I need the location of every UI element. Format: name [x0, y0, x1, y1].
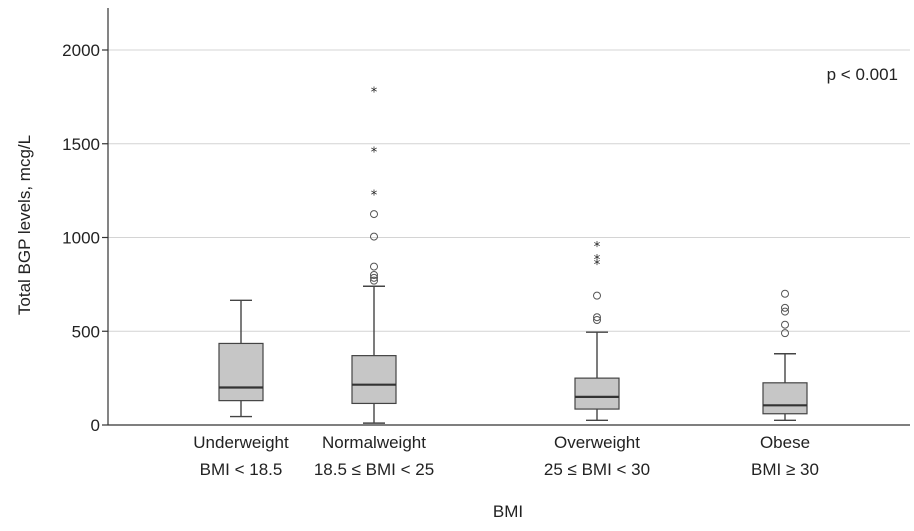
outlier-circle	[593, 291, 601, 300]
y-tick-label: 1000	[62, 229, 100, 248]
box-group: ***	[574, 240, 620, 422]
outlier-circle	[781, 307, 789, 316]
iqr-box	[218, 342, 264, 402]
iqr-box	[762, 382, 808, 415]
outlier-circle	[370, 271, 378, 279]
gridlines	[108, 49, 910, 332]
outlier-circle	[370, 210, 378, 219]
y-tick-label: 1500	[62, 135, 100, 154]
outlier-circle	[593, 316, 601, 324]
x-axis-title: BMI	[493, 502, 523, 521]
x-category-label-line2: 18.5 ≤ BMI < 25	[314, 460, 434, 479]
x-category-label-line1: Underweight	[193, 433, 289, 452]
outlier-star: *	[594, 253, 601, 268]
outlier-circle	[781, 289, 789, 298]
outlier-star: *	[371, 145, 378, 160]
iqr-box	[351, 355, 397, 405]
outlier-star: *	[371, 188, 378, 203]
outlier-star: *	[371, 85, 378, 100]
box-group: * * *	[351, 85, 397, 424]
x-category-label-line1: Overweight	[554, 433, 640, 452]
y-tick-label: 2000	[62, 41, 100, 60]
x-axis-category-labels: Underweight BMI < 18.5 Normalweight 18.5 ≤ …	[193, 433, 819, 479]
outlier-circle	[781, 329, 789, 338]
y-tick-label: 500	[72, 322, 100, 341]
outlier-circle	[370, 276, 378, 285]
outlier-circle	[593, 313, 601, 322]
box-series: ******	[218, 85, 808, 424]
box-group	[218, 299, 264, 418]
outlier-circle	[370, 273, 378, 282]
outlier-star: *	[594, 240, 601, 255]
y-axis-ticks: 0 500 1000 1500 2000	[62, 41, 108, 435]
x-category-label-line2: 25 ≤ BMI < 30	[544, 460, 650, 479]
x-category-label-line1: Normalweight	[322, 433, 426, 452]
outlier-circle	[781, 303, 789, 312]
outlier-circle	[370, 262, 378, 271]
outlier-star: *	[594, 258, 601, 273]
y-axis-title: Total BGP levels, mcg/L	[15, 135, 34, 315]
x-category-label-line2: BMI < 18.5	[200, 460, 283, 479]
x-category-label-line2: BMI ≥ 30	[751, 460, 819, 479]
outlier-circle	[370, 232, 378, 241]
iqr-box	[574, 377, 620, 410]
outlier-circle	[781, 320, 789, 329]
p-value-annotation: p < 0.001	[827, 65, 898, 84]
x-category-label-line1: Obese	[760, 433, 810, 452]
box-group	[762, 289, 808, 422]
y-tick-label: 0	[91, 416, 100, 435]
